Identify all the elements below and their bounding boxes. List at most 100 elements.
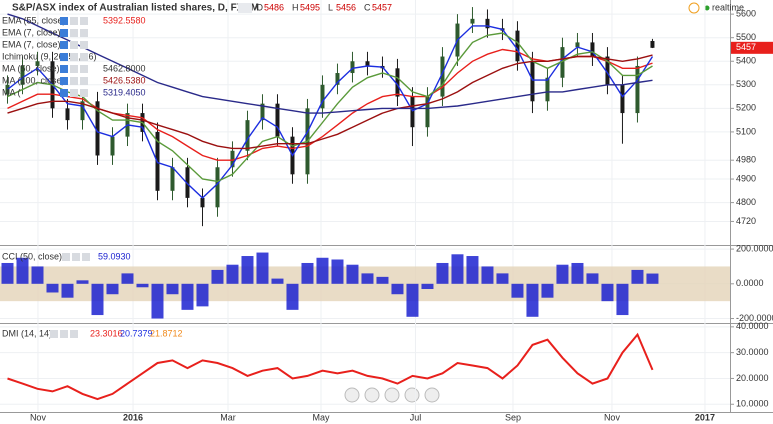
legend-button [80,65,88,73]
candle-body [5,84,10,95]
nav-reset[interactable] [384,387,400,403]
cci-bar [106,283,119,295]
ohlc-label: L [328,2,333,12]
candle-body [35,61,40,66]
chart-title: S&P/ASX index of Australian listed share… [12,3,259,14]
legend-button [70,17,78,25]
cci-bar [166,283,179,295]
candle-body [470,18,475,24]
cci-bar [151,283,164,319]
nav-zoom-out[interactable] [364,387,380,403]
cci-bar [346,264,359,284]
candle-body [620,84,625,114]
legend-button [72,253,80,261]
legend-button [70,41,78,49]
y-tick-label: 4720 [736,216,756,226]
x-tick-label: 2016 [123,412,143,422]
nav-left[interactable] [344,387,360,403]
legend-button [60,41,68,49]
candle-body [335,73,340,85]
cci-bar [211,269,224,284]
indicator-value: 20.7379 [120,328,153,338]
clock-icon[interactable] [688,2,700,14]
x-tick-label: Nov [604,412,621,422]
legend-button [70,65,78,73]
legend-button [80,17,88,25]
candle-body [245,120,250,151]
candle-body [185,167,190,198]
candle-body [215,167,220,208]
y-tick-label: 30.0000 [736,347,769,357]
ohlc-label: C [364,2,371,12]
legend-button [60,53,68,61]
x-tick-label: Jul [410,412,422,422]
x-tick-label: 2017 [695,412,715,422]
indicator-line [7,25,654,199]
legend-button [80,77,88,85]
legend-value: 5319.4050 [103,87,146,97]
cci-bar [571,262,584,284]
cci-bar [286,283,299,310]
legend-button [60,89,68,97]
y-tick-label: 4800 [736,197,756,207]
cci-bar [451,254,464,284]
nav-zoom-in[interactable] [404,387,420,403]
candle-body [590,42,595,57]
indicator-title: CCI (50, close) [2,251,62,261]
y-tick-label: 10.0000 [736,399,769,409]
legend-label: EMA (7, close) [2,39,61,49]
cci-bar [181,283,194,310]
cci-bar [616,283,629,316]
cci-bar [601,283,614,302]
header-icons [238,3,252,13]
cci-bar [226,264,239,284]
realtime-dot [704,5,710,11]
legend-label: EMA (7, close) [2,27,61,37]
cci-bar [481,266,494,284]
legend-value: 5462.8000 [103,63,146,73]
y-tick-label: 5600 [736,9,756,19]
legend-label: MA (50, close) [2,63,60,73]
legend-button [50,330,58,338]
indicator-line [7,332,654,401]
candle-body [575,42,580,48]
x-tick-label: May [312,412,330,422]
cci-bar [406,283,419,317]
cci-bar [511,283,524,298]
legend-label: Ichimoku (9, 26, 52, 26) [2,51,97,61]
cci-bar [541,283,554,298]
indicator-line [7,13,653,114]
candle-body [605,56,610,85]
cci-bar [586,273,599,284]
candle-body [650,40,655,48]
legend-button [82,253,90,261]
cci-bar [271,278,284,284]
candle-body [95,101,100,156]
legend-button [80,53,88,61]
y-tick-label: 5300 [736,79,756,89]
cci-bar [16,257,29,284]
y-tick-label: 5100 [736,126,756,136]
legend-button [80,89,88,97]
cci-bar [46,283,59,293]
nav-right[interactable] [424,387,440,403]
candle-body [545,77,550,102]
x-tick-label: Nov [30,412,47,422]
cci-bar [256,252,269,284]
legend-value: 5392.5580 [103,15,146,25]
candle-body [395,68,400,97]
price-badge-label: 5457 [736,42,756,52]
candle-body [260,103,265,121]
candle-body [20,65,25,85]
y-tick-label: 5500 [736,32,756,42]
cci-bar [421,283,434,290]
y-tick-label: 200.0000 [736,243,773,253]
ohlc-label: H [292,2,299,12]
cci-bar [91,283,104,316]
indicator-value: 21.8712 [150,328,183,338]
candle-body [170,167,175,191]
cci-bar [331,259,344,284]
cci-bar [556,264,569,284]
legend-value: 5426.5380 [103,75,146,85]
legend-label: MA ( [2,87,21,97]
